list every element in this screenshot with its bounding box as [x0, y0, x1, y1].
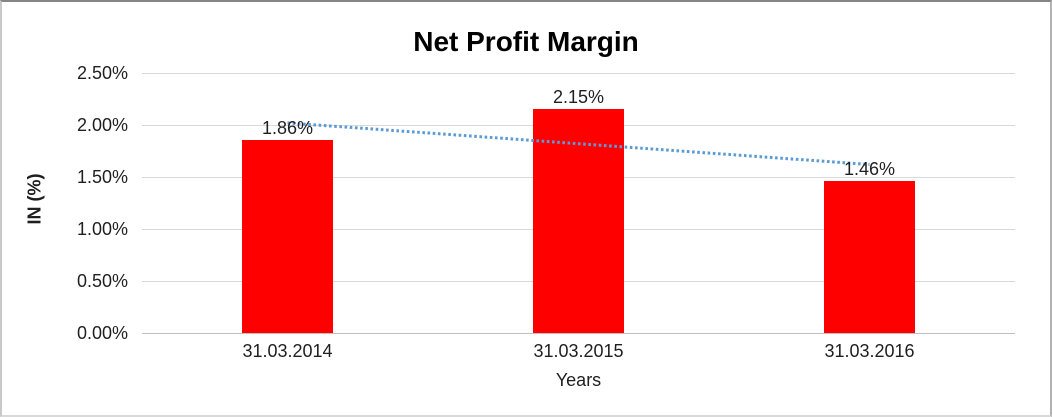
data-label: 2.15%: [552, 87, 605, 108]
chart-title: Net Profit Margin: [413, 26, 639, 57]
plot-area: 1.86% 2.15% 1.46%: [142, 73, 1015, 334]
y-tick-label: 2.50%: [76, 63, 128, 83]
data-label: 1.46%: [843, 159, 896, 180]
y-tick-label: 0.00%: [76, 323, 128, 343]
bar-31.03.2015[interactable]: [533, 109, 624, 333]
y-tick-label: 1.50%: [76, 167, 128, 187]
data-label: 1.86%: [261, 117, 314, 138]
bar-31.03.2014[interactable]: [242, 139, 333, 333]
gridline: [142, 73, 1015, 74]
bar-31.03.2016[interactable]: [824, 181, 915, 333]
y-tick-label: 1.00%: [76, 219, 128, 239]
trendline[interactable]: [142, 73, 1015, 333]
x-axis-line: [142, 333, 1015, 334]
y-tick-label: 0.50%: [76, 271, 128, 291]
y-tick-label: 2.00%: [76, 115, 128, 135]
x-axis-title: Years: [555, 370, 602, 390]
x-tick-label: 31.03.2014: [242, 341, 333, 361]
x-tick-label: 31.03.2015: [533, 341, 624, 361]
trendline-dotted-line[interactable]: [287, 121, 870, 167]
x-tick-label: 31.03.2016: [824, 341, 915, 361]
